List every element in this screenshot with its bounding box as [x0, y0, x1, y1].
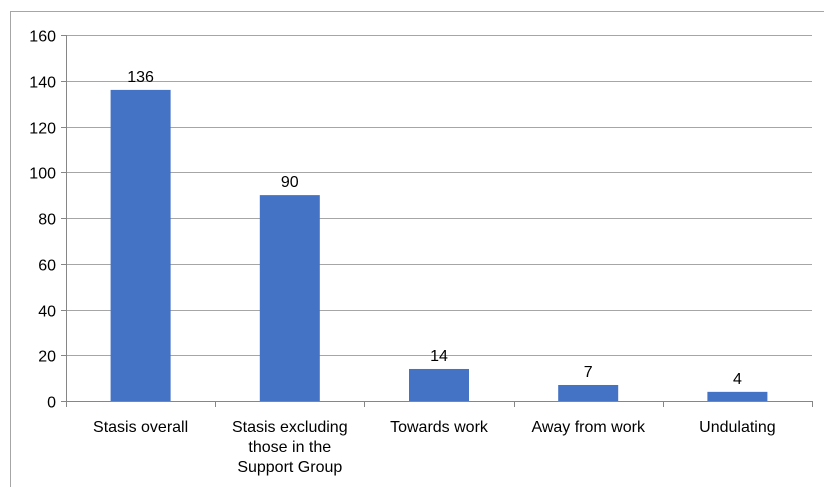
y-tick-label-80: 80 — [38, 212, 56, 229]
data-label-0: 136 — [127, 69, 154, 86]
data-label-2: 14 — [430, 348, 448, 365]
gridlines — [61, 35, 812, 402]
y-tick-label-20: 20 — [38, 349, 56, 366]
bar-3 — [558, 384, 619, 401]
bar-2 — [409, 368, 469, 401]
bar-0 — [110, 89, 171, 402]
bars — [110, 89, 768, 402]
y-tick-label-0: 0 — [47, 395, 56, 412]
data-label-3: 7 — [584, 364, 593, 381]
y-tick-label-100: 100 — [29, 166, 56, 183]
data-labels: 136 90 14 7 4 — [127, 69, 742, 388]
x-tick-label-1-line-1: those in the — [248, 439, 331, 456]
x-tick-label-4-line-0: Undulating — [699, 419, 776, 436]
y-tick-label-160: 160 — [29, 29, 56, 46]
bar-4 — [707, 391, 768, 401]
y-axis-tick-labels: 0 20 40 60 80 100 120 140 160 — [29, 29, 56, 412]
y-tick-label-120: 120 — [29, 121, 56, 138]
x-tick-label-1-line-0: Stasis excluding — [232, 419, 348, 436]
x-tick-label-2-line-0: Towards work — [390, 419, 489, 436]
x-tick-label-1-line-2: Support Group — [237, 459, 342, 476]
data-label-4: 4 — [733, 371, 742, 388]
x-tick-label-3-line-0: Away from work — [531, 419, 646, 436]
chart-frame — [10, 11, 824, 487]
y-tick-label-60: 60 — [38, 258, 56, 275]
y-tick-label-40: 40 — [38, 304, 56, 321]
axes — [66, 35, 813, 407]
x-tick-label-0-line-0: Stasis overall — [93, 419, 188, 436]
bar-1 — [259, 195, 320, 401]
x-axis-tick-labels: Stasis overall Stasis excluding those in t… — [93, 419, 776, 476]
y-tick-label-140: 140 — [29, 75, 56, 92]
data-label-1: 90 — [281, 174, 299, 191]
